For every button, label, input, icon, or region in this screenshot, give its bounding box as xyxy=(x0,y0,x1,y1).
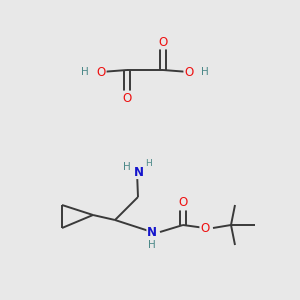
Text: O: O xyxy=(184,65,194,79)
Text: H: H xyxy=(123,162,131,172)
Text: O: O xyxy=(178,196,188,209)
Text: H: H xyxy=(81,67,89,77)
Text: O: O xyxy=(158,35,168,49)
Text: N: N xyxy=(134,166,144,178)
Text: O: O xyxy=(122,92,132,104)
Text: N: N xyxy=(147,226,157,238)
Text: O: O xyxy=(200,221,210,235)
Text: H: H xyxy=(148,240,156,250)
Text: O: O xyxy=(96,65,106,79)
Text: H: H xyxy=(201,67,209,77)
Text: H: H xyxy=(146,158,152,167)
